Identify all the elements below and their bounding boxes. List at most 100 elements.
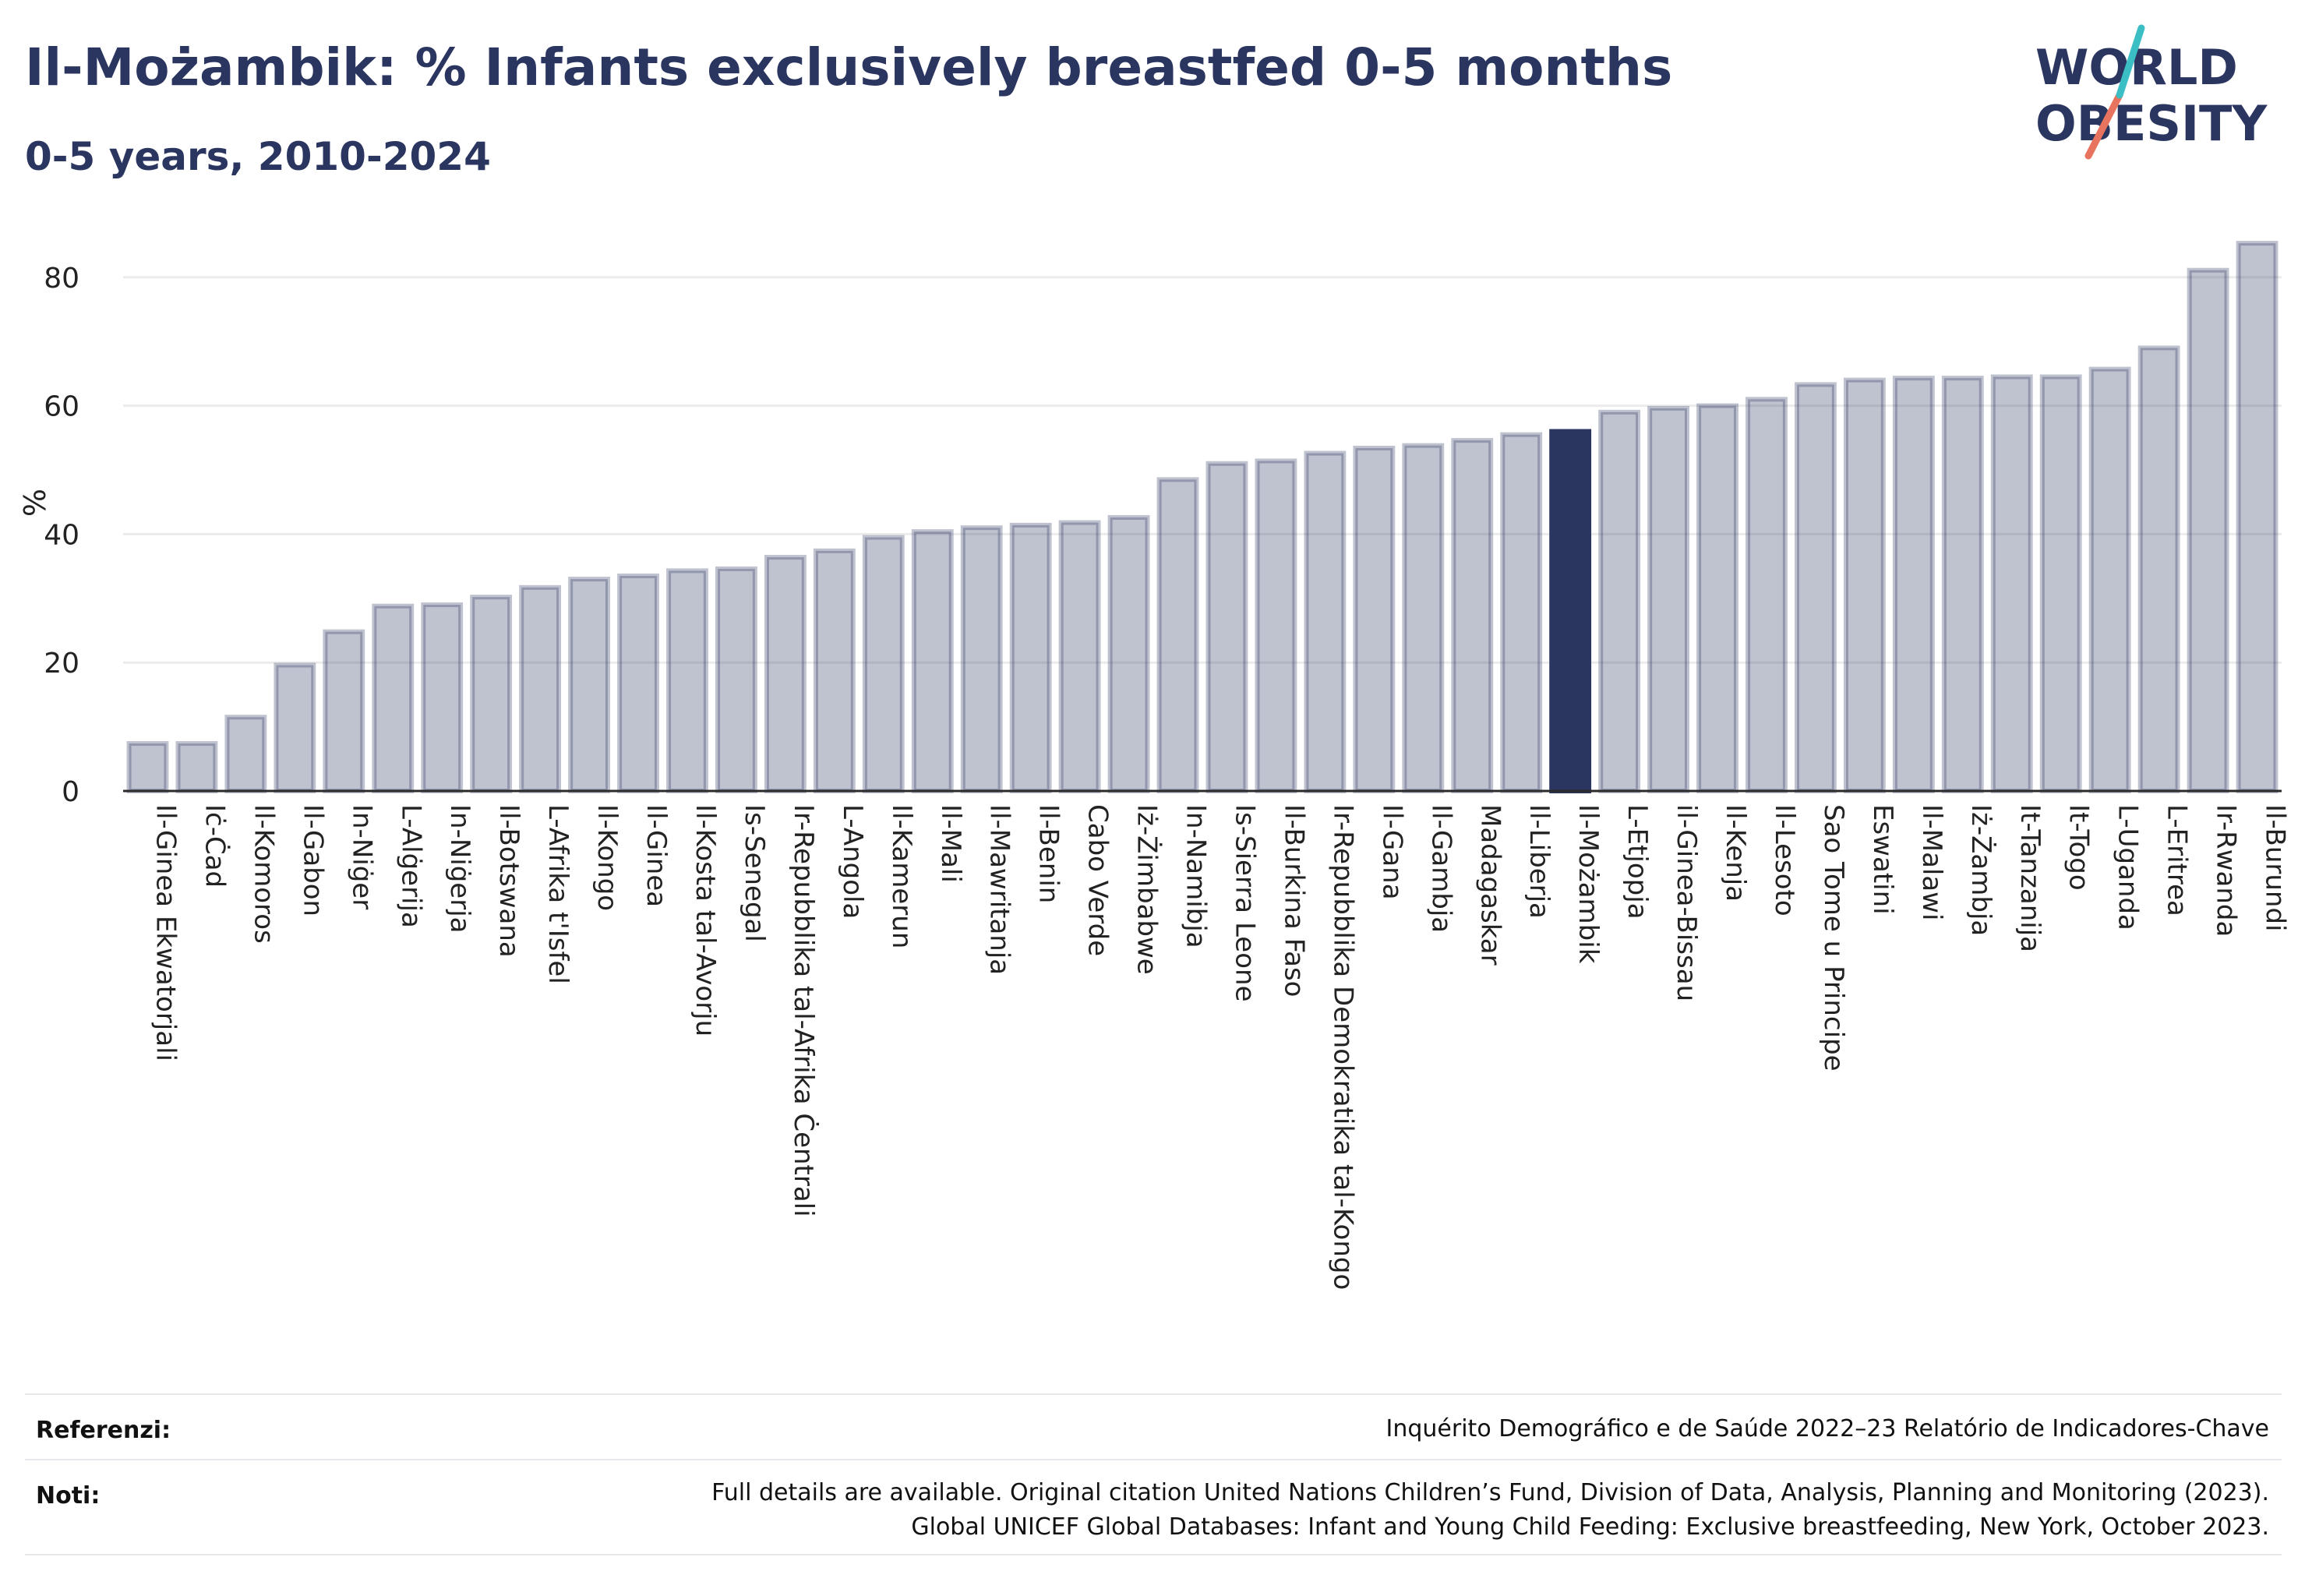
notes-label: Noti: [36,1482,101,1509]
x-tick-label: L-Eritrea [2162,804,2193,916]
y-tick-label: 0 [62,776,79,808]
bar [470,595,513,793]
bars [126,241,2279,794]
x-tick-label: Iż-Żambja [1965,804,1996,936]
x-tick-label: It-Tanzanija [2014,804,2046,952]
bar [911,529,954,793]
x-tick-label: L-Alġerija [395,804,426,928]
bar [1990,374,2033,793]
bar [862,535,905,794]
x-tick-label: Is-Senegal [739,804,770,942]
bar [1009,522,1052,793]
bar-highlight [1549,429,1592,793]
bar [1304,450,1347,793]
bar [1156,477,1199,793]
logo-slash-coral [2084,91,2123,160]
chart-subtitle: 0-5 years, 2010-2024 [25,134,491,179]
bar [715,566,757,793]
x-tick-label: L-Uganda [2113,804,2144,930]
bar [2187,267,2229,793]
x-tick-label: L-Afrika t'Isfel [542,804,574,984]
bar [1746,397,1788,793]
notes-line-1: Full details are available. Original cit… [711,1479,2269,1506]
x-tick-label: Il-Możambik [1573,804,1604,964]
x-tick-label: Il-Malawi [1916,804,1947,920]
x-tick-label: Il-Gabon [297,804,328,916]
x-tick-label: In-Niġer [346,804,377,909]
footer-divider-bottom [25,1554,2282,1555]
bar [1402,443,1445,793]
bar [1058,520,1101,793]
gridlines [123,276,2282,664]
logo-slash-teal [2116,24,2145,99]
bar [1696,403,1738,793]
bar [1107,514,1150,793]
bar [1500,432,1543,793]
bar [1843,377,1886,793]
x-tick-label: It-Togo [2063,804,2095,891]
x-tick-label: Il-Mawritanja [984,804,1015,975]
bar [2088,366,2131,793]
bar [2137,345,2180,793]
bar [1647,405,1689,793]
x-tick-label: L-Angola [837,804,868,919]
bar-chart: 0 20 40 60 80 Il-Ginea Ekwatorjali Iċ-Ċad Il-K… [18,241,2291,1290]
x-tick-label: Il-Ginea [641,804,672,907]
bar [666,568,708,793]
x-tick-label: Ir-Rwanda [2211,804,2242,937]
x-tick-label: Il-Kongo [591,804,623,911]
x-tick-label: Il-Liberja [1523,804,1555,919]
y-tick-label: 20 [44,648,79,680]
bar [1795,382,1837,793]
bar [274,662,316,793]
x-tick-label: Il-Kosta tal-Avorju [690,804,721,1036]
bar [224,715,267,793]
x-tick-label: Il-Burundi [2260,804,2291,932]
bar [126,741,169,793]
x-tick-label: Eswatini [1867,804,1898,915]
bar [175,741,218,793]
y-tick-label: 80 [44,263,79,295]
references-label: Referenzi: [36,1417,171,1444]
bar [323,629,365,794]
bar [1205,461,1248,793]
y-tick-label: 60 [44,391,79,423]
bar [1941,376,1984,793]
x-tick-label: In-Namibja [1181,804,1212,948]
x-tick-label: L-Etjopja [1622,804,1653,920]
y-axis-label: % [18,489,52,517]
chart-title: Il-Możambik: % Infants exclusively breas… [25,37,1673,97]
logo-word-2: OBESITY [2035,95,2268,152]
references-text: Inquérito Demográfico e de Saúde 2022–23… [1385,1415,2269,1442]
x-tick-label: Iż-Żimbabwe [1131,804,1163,975]
notes-line-2: Global UNICEF Global Databases: Infant a… [911,1513,2269,1541]
x-tick-label: Is-Sierra Leone [1229,804,1260,1002]
notes-text: Full details are available. Original cit… [711,1476,2269,1545]
bar [813,548,856,793]
footer-divider-mid [25,1459,2282,1460]
x-tick-label: Iċ-Ċad [199,804,231,888]
bar [1255,458,1297,793]
x-tick-label: Il-Benin [1033,804,1064,903]
bar [1598,409,1641,794]
x-tick-label: Madagaskar [1474,804,1505,966]
bar [2236,241,2279,793]
x-tick-label: Cabo Verde [1082,804,1114,956]
bar [421,602,464,793]
x-tick-label: Il-Mali [935,804,966,883]
x-tick-label: Il-Gana [1376,804,1407,900]
bar [568,577,610,794]
x-tick-label: Il-Kamerun [886,804,917,948]
x-axis-labels: Il-Ginea Ekwatorjali Iċ-Ċad Il-Komoros Il-G… [150,804,2290,1290]
world-obesity-logo: WORLD OBESITY [2035,24,2268,160]
bar [960,525,1003,793]
x-tick-label: Sao Tome u Principe [1818,804,1849,1072]
x-tick-label: Il-Botswana [493,804,524,958]
bar [1451,438,1494,793]
x-tick-label: Ir-Repubblika Demokratika tal-Kongo [1327,804,1358,1290]
x-tick-label: il-Ginea-Bissau [1671,804,1702,1001]
footer-divider-top [25,1393,2282,1395]
bar [2039,374,2082,793]
y-tick-label: 40 [44,519,79,551]
x-tick-label: Ir-Repubblika tal-Afrika Ċentrali [788,804,820,1217]
